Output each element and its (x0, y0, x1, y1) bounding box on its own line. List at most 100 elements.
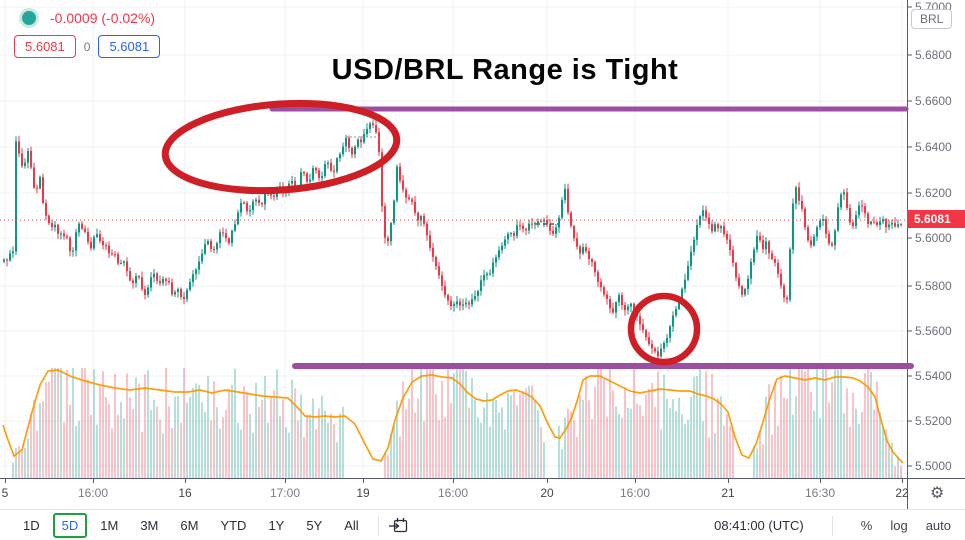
candle-body (240, 202, 242, 213)
volume-bar (501, 407, 503, 478)
range-button-ytd[interactable]: YTD (220, 518, 247, 533)
axis-corner-separator (907, 479, 908, 509)
volume-bar (717, 398, 719, 478)
time-tick-label: 20 (540, 486, 554, 500)
candle-body (300, 172, 302, 187)
volume-bar (48, 381, 50, 478)
volume-bar (456, 368, 458, 478)
volume-bar (516, 405, 518, 478)
volume-bar (648, 388, 650, 478)
candle-body (18, 141, 20, 154)
volume-bar (714, 433, 716, 478)
volume-bar (468, 407, 470, 478)
candle-body (720, 226, 722, 229)
candle-body (27, 150, 29, 163)
go-to-date-icon[interactable] (388, 517, 408, 534)
clock[interactable]: 08:41:00 (UTC) (714, 518, 804, 533)
price-tick-mark (908, 146, 912, 148)
candle-body (90, 241, 92, 249)
candle-body (864, 206, 866, 214)
volume-bar (288, 432, 290, 478)
time-tick-mark (547, 479, 548, 483)
candle-body (114, 254, 116, 256)
volume-bar (45, 382, 47, 478)
volume-bar (12, 462, 14, 478)
candle-body (288, 183, 290, 192)
volume-bar (258, 406, 260, 478)
volume-bar (564, 417, 566, 478)
volume-bar (183, 368, 185, 478)
candle-body (234, 224, 236, 231)
candle-body (48, 215, 50, 224)
volume-bar (603, 379, 605, 478)
volume-bar (105, 396, 107, 478)
price-tick-mark (908, 465, 912, 467)
candle-body (399, 166, 401, 181)
gear-icon[interactable]: ⚙ (930, 485, 945, 502)
candle-body (273, 195, 275, 197)
volume-bar (777, 425, 779, 478)
candle-body (375, 125, 377, 133)
price-axis[interactable]: 5.7000 5.6800 5.6600 5.6400 5.6200 5.6000 5.58… (907, 0, 965, 478)
auto-scale-toggle[interactable]: auto (925, 518, 951, 533)
sell-button[interactable]: 5.6081 (14, 35, 76, 58)
candle-body (627, 306, 629, 311)
volume-bar (723, 425, 725, 478)
volume-bar (801, 368, 803, 478)
buy-button[interactable]: 5.6081 (98, 35, 161, 58)
candle-body (579, 246, 581, 254)
candle-body (780, 273, 782, 286)
candle-body (63, 233, 65, 237)
candle-body (897, 224, 899, 227)
candle-body (6, 259, 8, 261)
volume-bar (216, 407, 218, 478)
volume-bar (90, 414, 92, 478)
candle-body (9, 253, 11, 261)
percent-scale-toggle[interactable]: % (860, 518, 873, 533)
range-button-5y[interactable]: 5Y (306, 518, 323, 533)
candle-body (552, 230, 554, 234)
log-scale-toggle[interactable]: log (890, 518, 908, 533)
candle-body (387, 237, 389, 242)
range-button-1d[interactable]: 1D (23, 518, 40, 533)
red-circle-annotation (627, 292, 701, 366)
candle-body (303, 172, 305, 174)
candle-body (192, 274, 194, 283)
volume-bar (705, 371, 707, 478)
volume-bar (75, 426, 77, 478)
volume-bar (300, 394, 302, 478)
range-button-all[interactable]: All (344, 518, 359, 533)
candle-body (639, 316, 641, 325)
range-button-6m[interactable]: 6M (180, 518, 199, 533)
candle-body (147, 287, 149, 295)
candle-body (372, 123, 374, 126)
volume-bar (858, 423, 860, 478)
volume-bar (426, 368, 428, 478)
candle-body (513, 233, 515, 236)
volume-bar (435, 394, 437, 478)
candle-body (411, 199, 413, 202)
candle-body (99, 234, 101, 242)
volume-bar (774, 381, 776, 478)
candle-body (255, 199, 257, 202)
time-axis[interactable]: ⚙ 5 16:00 16 17:00 19 16:00 20 16:00 21 16:30 22 (0, 478, 965, 509)
range-button-1y[interactable]: 1Y (268, 518, 285, 533)
candle-body (561, 199, 563, 218)
volume-bar (156, 406, 158, 478)
volume-bar (204, 412, 206, 478)
candle-body (609, 299, 611, 309)
volume-bar (783, 397, 785, 478)
range-button-1m[interactable]: 1M (100, 518, 119, 533)
candle-body (111, 253, 113, 255)
range-button-5d[interactable]: 5D (52, 513, 88, 538)
volume-bar (732, 429, 734, 478)
candle-body (117, 254, 119, 264)
range-button-3m[interactable]: 3M (140, 518, 159, 533)
volume-bar (447, 368, 449, 478)
volume-bar (39, 403, 41, 478)
candle-body (519, 225, 521, 227)
volume-bar (627, 407, 629, 478)
time-tick-label: 16 (178, 486, 192, 500)
candle-body (78, 223, 80, 233)
candle-body (342, 146, 344, 155)
